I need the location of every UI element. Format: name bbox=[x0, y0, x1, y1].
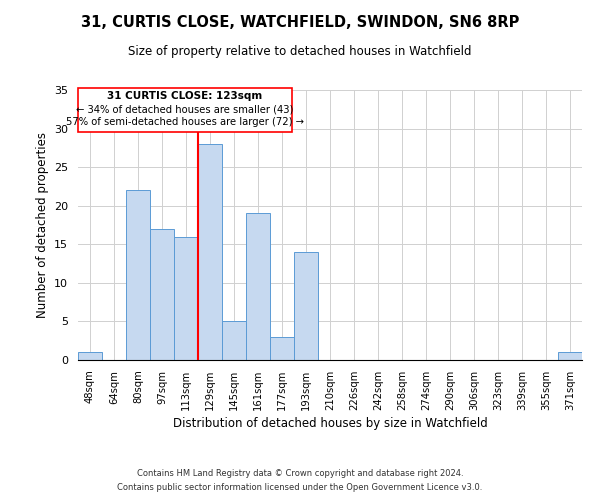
Bar bbox=[246, 214, 270, 360]
Bar bbox=[150, 229, 174, 360]
Text: 31 CURTIS CLOSE: 123sqm: 31 CURTIS CLOSE: 123sqm bbox=[107, 91, 262, 101]
Bar bbox=[198, 144, 222, 360]
Y-axis label: Number of detached properties: Number of detached properties bbox=[35, 132, 49, 318]
X-axis label: Distribution of detached houses by size in Watchfield: Distribution of detached houses by size … bbox=[173, 417, 487, 430]
Text: ← 34% of detached houses are smaller (43): ← 34% of detached houses are smaller (43… bbox=[76, 104, 293, 115]
Text: Size of property relative to detached houses in Watchfield: Size of property relative to detached ho… bbox=[128, 45, 472, 58]
Text: 57% of semi-detached houses are larger (72) →: 57% of semi-detached houses are larger (… bbox=[66, 118, 304, 128]
Text: Contains HM Land Registry data © Crown copyright and database right 2024.: Contains HM Land Registry data © Crown c… bbox=[137, 468, 463, 477]
FancyBboxPatch shape bbox=[78, 88, 292, 132]
Bar bbox=[558, 352, 582, 360]
Bar bbox=[78, 352, 102, 360]
Bar bbox=[174, 236, 198, 360]
Bar bbox=[270, 337, 294, 360]
Bar bbox=[222, 322, 246, 360]
Bar bbox=[294, 252, 318, 360]
Bar bbox=[126, 190, 150, 360]
Text: Contains public sector information licensed under the Open Government Licence v3: Contains public sector information licen… bbox=[118, 484, 482, 492]
Text: 31, CURTIS CLOSE, WATCHFIELD, SWINDON, SN6 8RP: 31, CURTIS CLOSE, WATCHFIELD, SWINDON, S… bbox=[81, 15, 519, 30]
